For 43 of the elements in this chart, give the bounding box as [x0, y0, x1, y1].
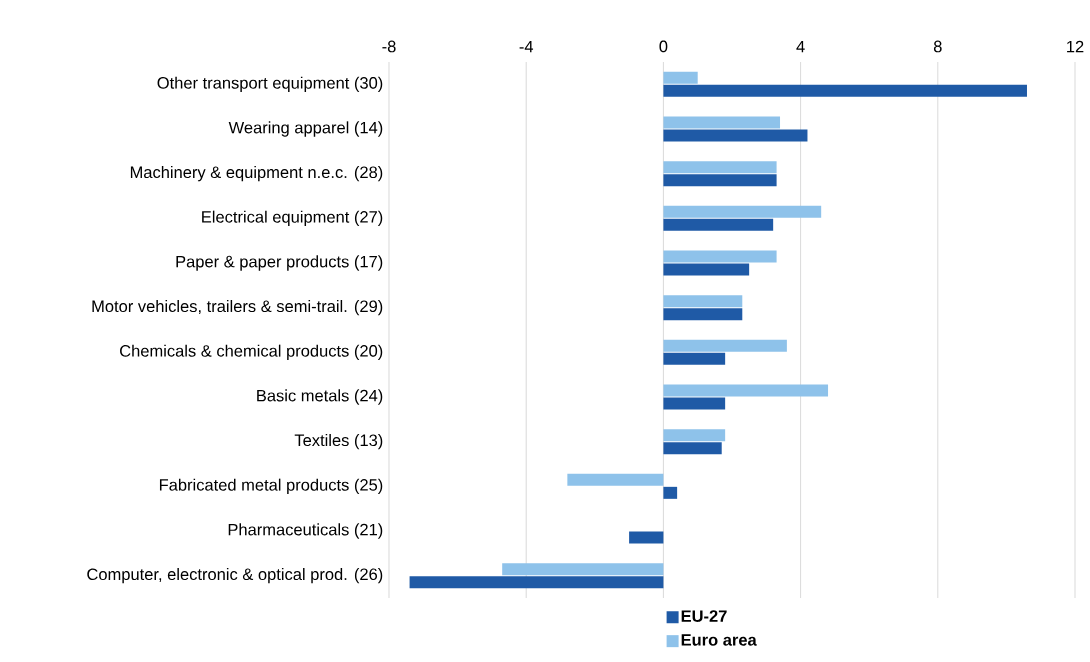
x-tick-label: -4 [519, 40, 534, 53]
bar [567, 473, 664, 486]
bar [663, 339, 787, 352]
bar [502, 563, 664, 576]
bar [663, 486, 678, 499]
bar [663, 352, 726, 365]
bar [663, 129, 808, 142]
y-tick-label: Other transport equipment (30) [157, 76, 383, 93]
y-tick-label: Chemicals & chemical products (20) [120, 344, 383, 361]
y-tick-label: Textiles (13) [294, 433, 383, 450]
bar [409, 576, 664, 589]
bar [663, 161, 777, 174]
y-tick-label: Paper & paper products (17) [176, 255, 383, 271]
bar [663, 384, 829, 397]
bar [663, 218, 774, 231]
y-tick-label: Motor vehicles, trailers & semi-trail. (29) [92, 299, 383, 316]
y-tick-label: Fabricated metal products (25) [159, 478, 383, 495]
bar [663, 308, 743, 321]
y-tick-label: Wearing apparel (14) [228, 121, 383, 137]
bar [663, 250, 777, 263]
y-tick-label: Basic metals (24) [257, 389, 383, 405]
bar [663, 442, 722, 455]
y-tick-label: Machinery & equipment n.e.c. (28) [130, 165, 383, 182]
bar [663, 84, 1027, 97]
x-tick-label: 8 [933, 40, 942, 53]
bar [663, 71, 698, 84]
bar [663, 116, 781, 129]
bar [663, 429, 726, 442]
y-tick-label: Electrical equipment (27) [202, 210, 383, 227]
bar [663, 397, 726, 410]
legend-label: EU-27 [681, 610, 727, 622]
bar [663, 205, 822, 218]
legend-label: Euro area [681, 634, 757, 646]
bar [663, 295, 743, 308]
bar [629, 531, 664, 544]
y-tick-label: Pharmaceuticals (21) [228, 523, 383, 539]
x-tick-label: 12 [1067, 40, 1084, 53]
x-tick-label: 0 [659, 40, 668, 53]
x-tick-label: -8 [382, 40, 396, 53]
y-tick-label: Computer, electronic & optical prod. (26) [87, 567, 383, 584]
x-tick-label: 4 [796, 40, 805, 53]
bar [663, 174, 777, 187]
bar [663, 263, 750, 276]
